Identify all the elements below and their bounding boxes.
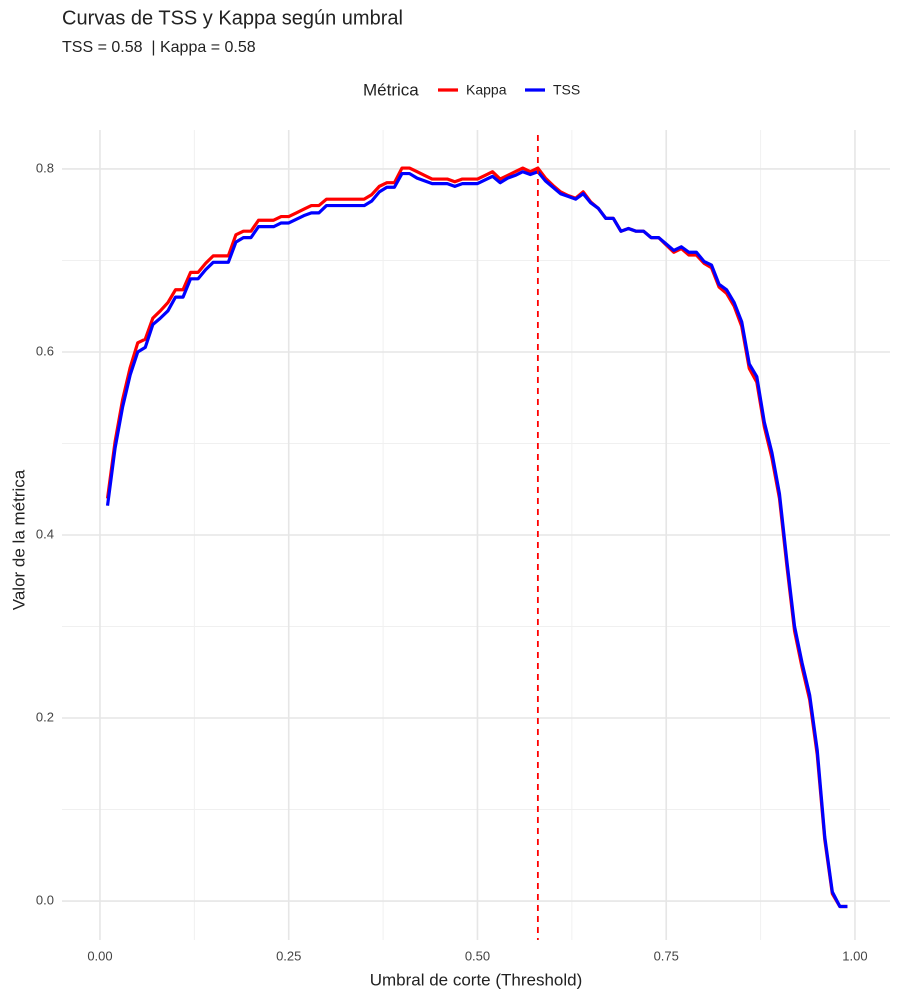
x-tick-label: 0.50 (465, 948, 490, 963)
y-tick-label: 0.4 (36, 526, 54, 541)
x-tick-label: 0.00 (87, 948, 112, 963)
chart-title: Curvas de TSS y Kappa según umbral (62, 7, 403, 29)
chart-subtitle: TSS = 0.58 | Kappa = 0.58 (62, 39, 256, 56)
legend-title: Métrica (363, 80, 419, 99)
y-tick-label: 0.6 (36, 343, 54, 358)
legend-label: Kappa (466, 82, 507, 98)
y-tick-label: 0.8 (36, 160, 54, 175)
legend-label: TSS (553, 82, 580, 98)
x-tick-label: 1.00 (842, 948, 867, 963)
line-series (105, 166, 848, 909)
x-tick-label: 0.75 (654, 948, 679, 963)
y-tick-label: 0.0 (36, 892, 54, 907)
x-axis-title: Umbral de corte (Threshold) (370, 970, 583, 989)
y-tick-label: 0.2 (36, 709, 54, 724)
y-axis-title: Valor de la métrica (9, 469, 28, 610)
line-series (105, 170, 848, 909)
x-tick-label: 0.25 (276, 948, 301, 963)
